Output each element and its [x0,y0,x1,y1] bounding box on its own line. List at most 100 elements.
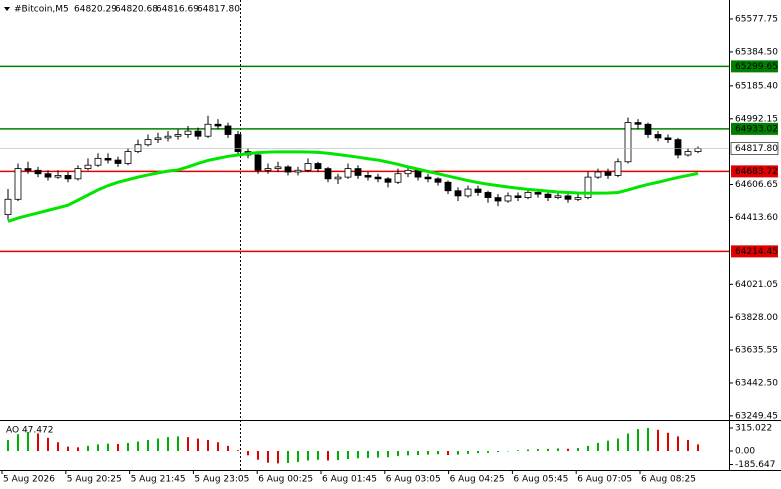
candle-body [524,192,532,198]
candle-body [454,190,462,197]
candle-body [204,123,212,137]
current-price-box [730,142,779,155]
candle-body [284,166,292,173]
candle-body [124,151,132,164]
candle-body [234,134,242,152]
candle-body [334,176,342,180]
candle-body [4,198,12,216]
candle-body [624,122,632,163]
candle-body [104,157,112,161]
y-tick-label: 65185.40 [735,81,778,91]
candle-body [134,144,142,152]
candle-body [254,154,262,171]
x-tick-label: 5 Aug 23:05 [194,475,249,485]
x-tick-label: 5 Aug 2026 [3,475,55,485]
candle-body [114,159,122,164]
candle-body [464,188,472,197]
x-tick-label: 6 Aug 03:05 [386,475,441,485]
candle-body [274,166,282,169]
candle-body [64,175,72,180]
candle-body [384,178,392,183]
candle-body [504,195,512,202]
candle-body [374,176,382,180]
y-tick-label: 64413.60 [735,213,778,223]
level-label-box [731,245,778,258]
candle-body [614,161,622,176]
close-label: 64817.80 [197,5,240,15]
y-tick-label: 64992.15 [735,114,778,124]
level-label: 64933.02 [735,124,778,134]
level-label-box [731,122,778,135]
candle-body [394,173,402,183]
candle-body [184,130,192,135]
candle-body [14,168,22,200]
x-tick-label: 6 Aug 05:45 [513,475,568,485]
candle-body [684,151,692,156]
ao-label: AO 47.472 [6,426,53,436]
x-tick-label: 6 Aug 08:25 [641,475,696,485]
candle-body [534,192,542,195]
candle-body [414,169,422,178]
y-tick-label: 65384.50 [735,47,778,57]
candle-body [24,168,32,171]
candle-body [554,195,562,198]
candle-body [574,197,582,200]
candle-body [74,168,82,180]
candle-body [644,123,652,135]
candle-body [424,176,432,180]
x-tick-label: 5 Aug 20:25 [67,475,122,485]
candle-body [664,137,672,141]
candle-body [224,125,232,135]
candle-body [354,168,362,176]
low-label: 64816.69 [156,5,199,15]
candle-body [364,175,372,178]
symbol: #Bitcoin,M5 [14,5,69,15]
candle-body [314,163,322,169]
x-tick-label: 6 Aug 04:25 [450,475,505,485]
moving-average [7,150,699,223]
x-tick-label: 6 Aug 00:25 [258,475,313,485]
candle-body [634,122,642,125]
candle-body [214,123,222,127]
candle-body [604,171,612,176]
candle-body [164,135,172,139]
candle-body [594,171,602,178]
candle-body [344,168,352,178]
y-tick-label: 64021.05 [735,280,778,290]
y-tick-label: 63828.00 [735,313,778,323]
candle-body [474,188,482,193]
candle-body [674,139,682,156]
level-label: 64214.45 [735,247,778,257]
candle-body [54,175,62,178]
candle-body [694,148,702,152]
candle-body [194,130,202,137]
candle-body [84,164,92,169]
candle-body [144,139,152,146]
y-tick-label: 63442.50 [735,378,778,388]
high-label: 64820.68 [115,5,158,15]
level-label: 64683.72 [735,167,778,177]
candle-body [94,157,102,166]
x-tick-label: 6 Aug 07:05 [577,475,632,485]
current-price-label: 64817.80 [735,144,778,154]
candle-body [264,168,272,171]
candle-body [584,176,592,198]
y-tick-label: 63635.55 [735,346,778,356]
candle-body [484,192,492,198]
candle-body [494,197,502,202]
y-tick-label: 64606.65 [735,180,778,190]
candle-body [294,169,302,173]
candle-body [514,195,522,198]
open-label: 64820.29 [74,5,117,15]
level-label-box [731,165,778,178]
candle-body [544,193,552,198]
candle-body [434,178,442,183]
candle-body [654,134,662,139]
candle-body [304,163,312,171]
x-tick-label: 6 Aug 01:45 [322,475,377,485]
candle-body [404,169,412,175]
y-tick-label: 63249.45 [735,411,778,421]
y-tick-label: 65577.75 [735,14,778,24]
